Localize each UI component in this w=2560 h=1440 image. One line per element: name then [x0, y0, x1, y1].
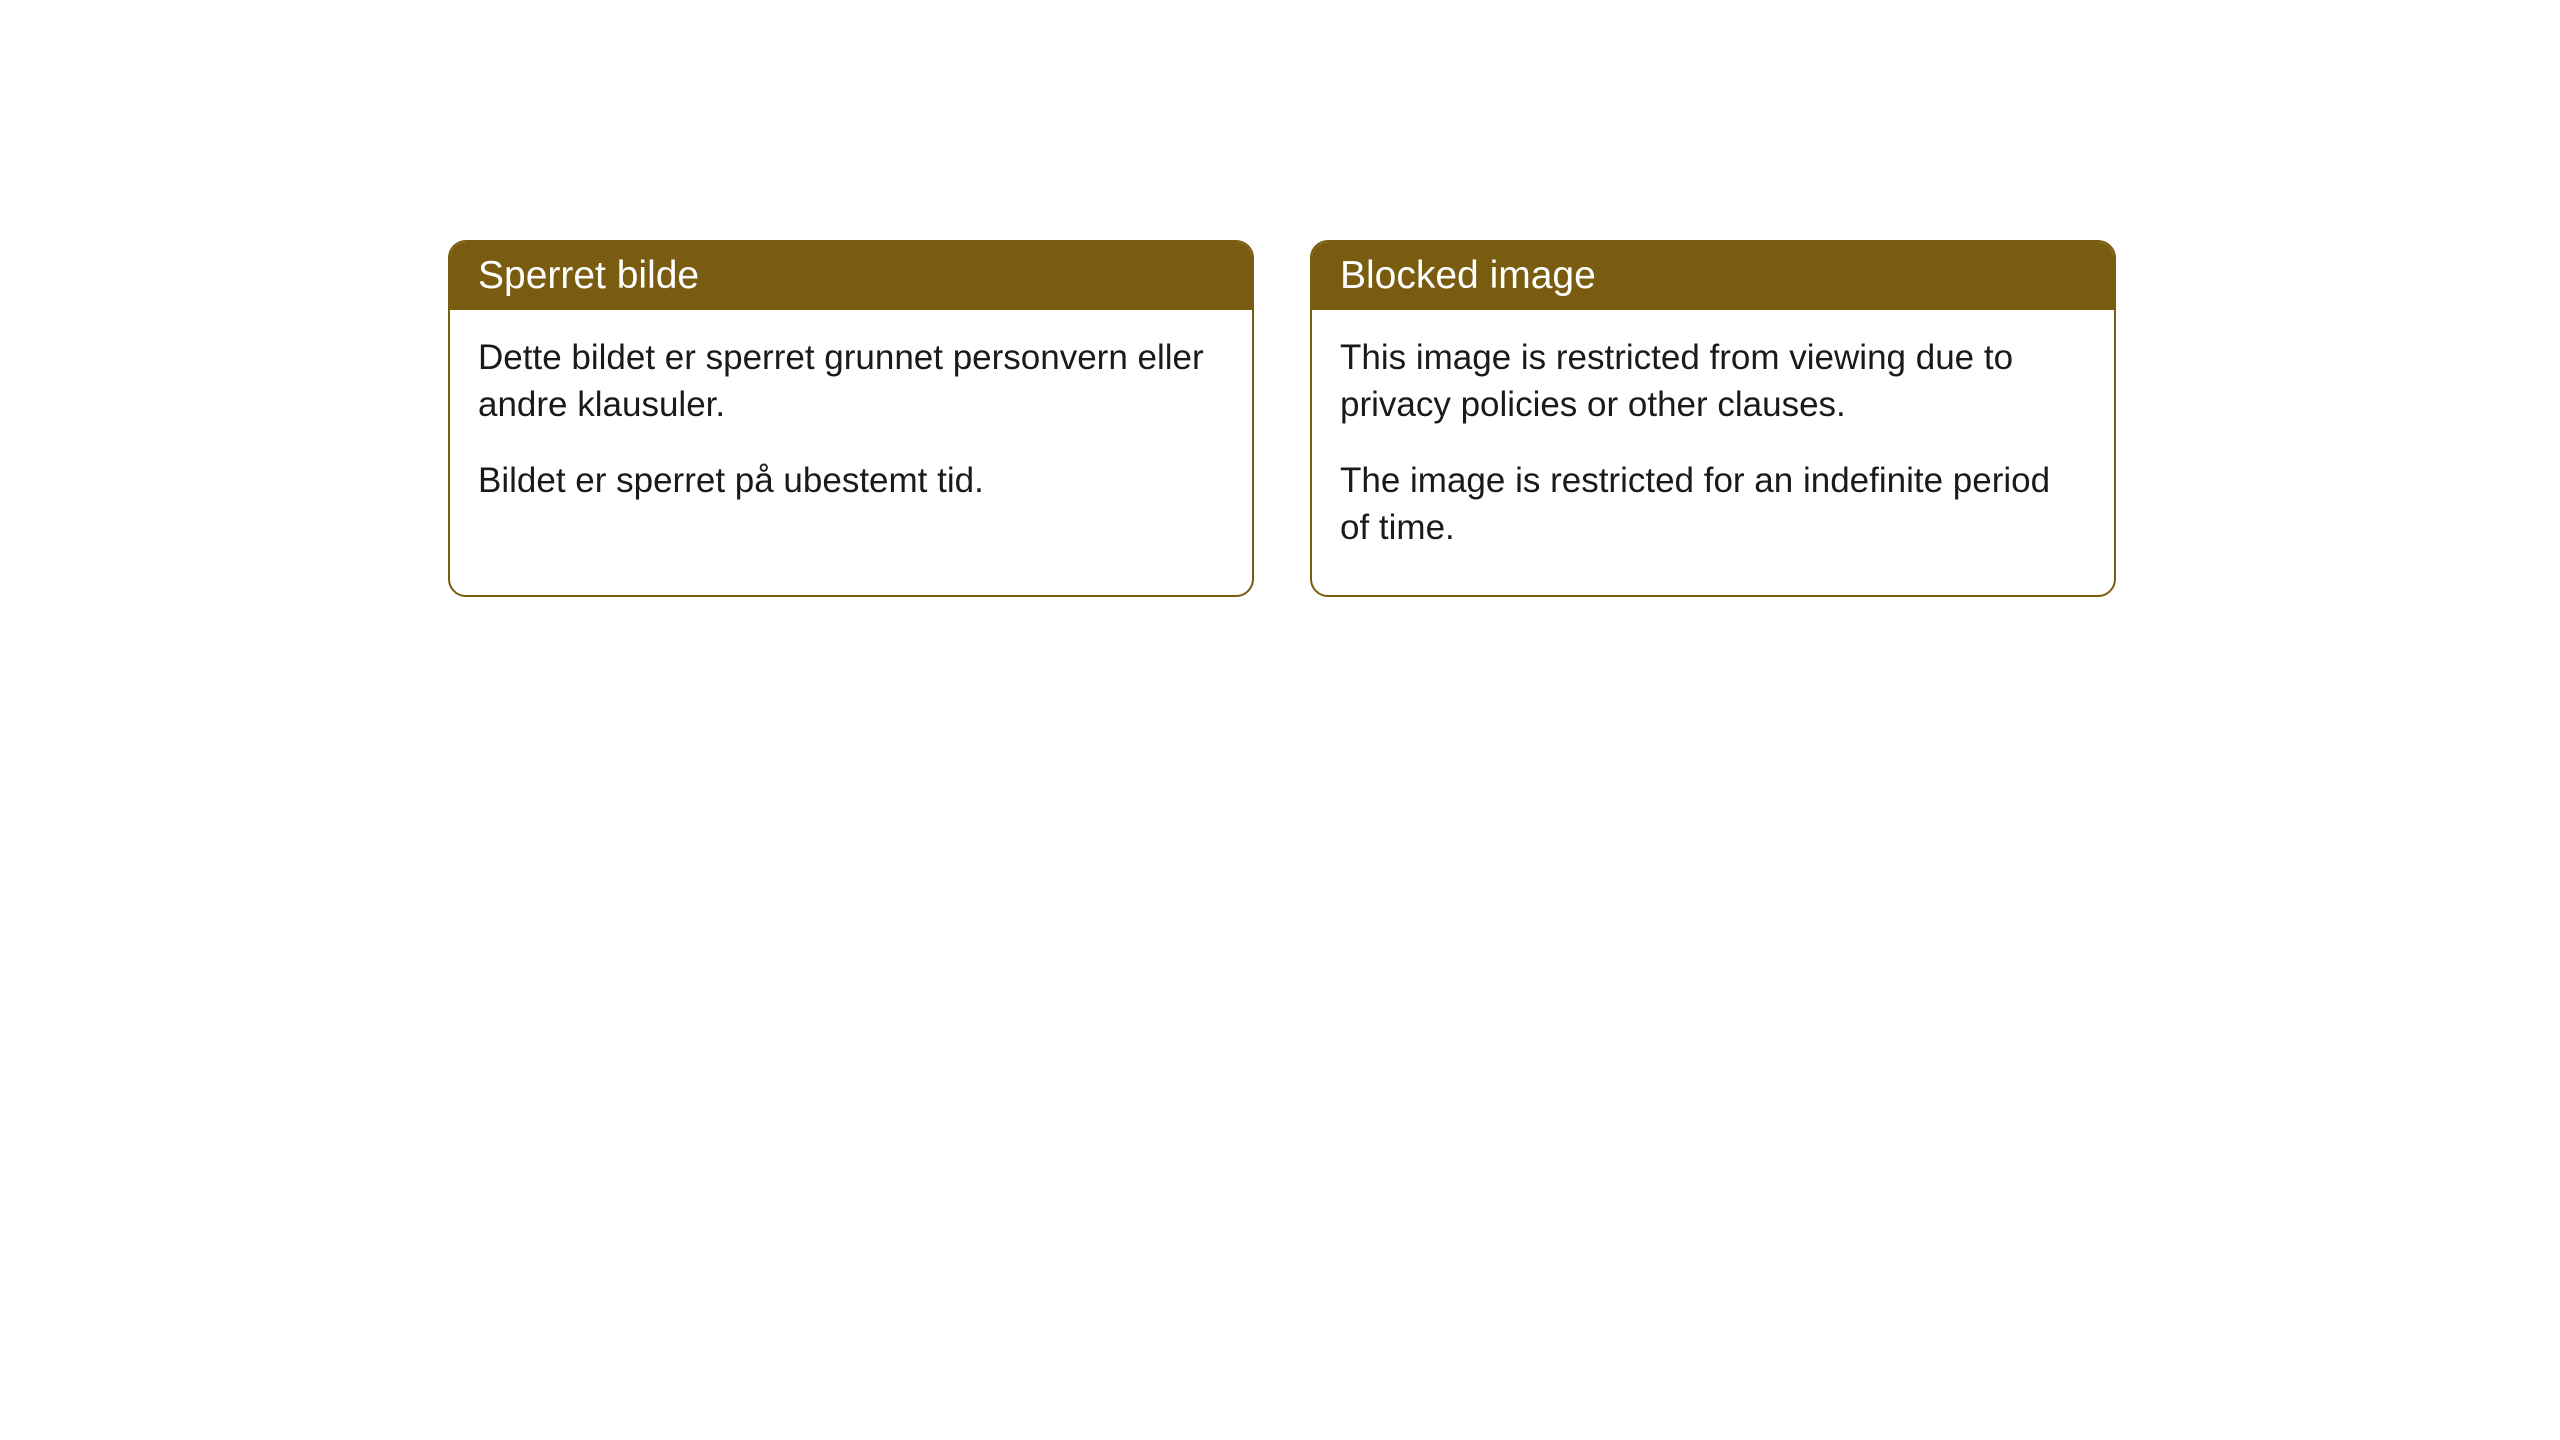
card-paragraph-1-norwegian: Dette bildet er sperret grunnet personve… [478, 334, 1224, 429]
card-header-norwegian: Sperret bilde [450, 242, 1252, 310]
cards-container: Sperret bilde Dette bildet er sperret gr… [0, 0, 2560, 597]
card-body-english: This image is restricted from viewing du… [1312, 310, 2114, 595]
card-paragraph-1-english: This image is restricted from viewing du… [1340, 334, 2086, 429]
card-title-norwegian: Sperret bilde [478, 254, 699, 297]
card-header-english: Blocked image [1312, 242, 2114, 310]
card-paragraph-2-english: The image is restricted for an indefinit… [1340, 457, 2086, 552]
card-title-english: Blocked image [1340, 254, 1596, 297]
card-body-norwegian: Dette bildet er sperret grunnet personve… [450, 310, 1252, 548]
card-english: Blocked image This image is restricted f… [1310, 240, 2116, 597]
card-norwegian: Sperret bilde Dette bildet er sperret gr… [448, 240, 1254, 597]
card-paragraph-2-norwegian: Bildet er sperret på ubestemt tid. [478, 457, 1224, 504]
